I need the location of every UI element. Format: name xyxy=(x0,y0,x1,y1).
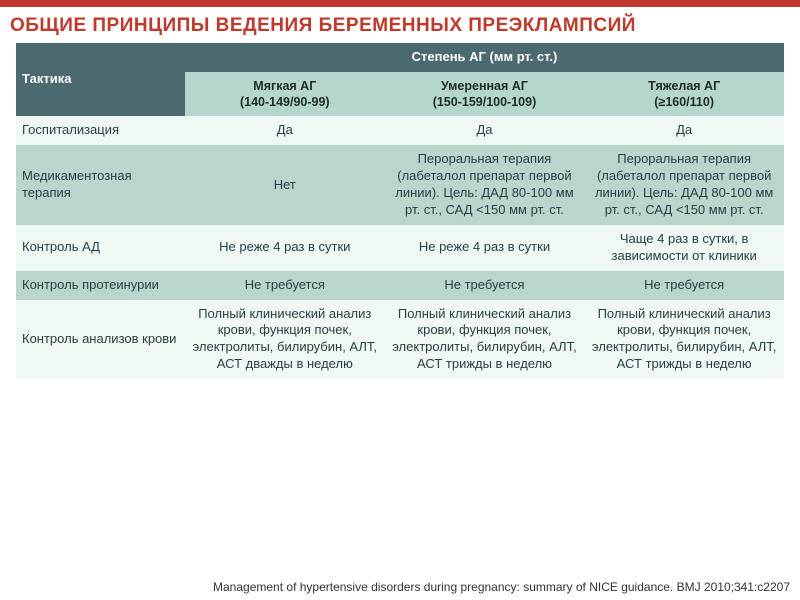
table-row: Контроль протеинурии Не требуется Не тре… xyxy=(16,271,784,300)
col-header-tactic: Тактика xyxy=(16,43,185,116)
moderate-range: (150-159/100-109) xyxy=(433,95,537,109)
table-row: Госпитализация Да Да Да xyxy=(16,116,784,145)
table-row: Медикаментозная терапия Нет Пероральная … xyxy=(16,145,784,225)
mild-label: Мягкая АГ xyxy=(253,79,316,93)
severe-label: Тяжелая АГ xyxy=(648,79,720,93)
cell-med-mild: Нет xyxy=(185,145,385,225)
table-row: Контроль АД Не реже 4 раз в сутки Не реж… xyxy=(16,225,784,271)
cell-bp-mild: Не реже 4 раз в сутки xyxy=(185,225,385,271)
row-label-prot: Контроль протеинурии xyxy=(16,271,185,300)
management-table: Тактика Степень АГ (мм рт. ст.) Мягкая А… xyxy=(16,43,784,379)
cell-prot-severe: Не требуется xyxy=(584,271,784,300)
table-header-row-1: Тактика Степень АГ (мм рт. ст.) xyxy=(16,43,784,72)
top-accent-bar xyxy=(0,0,800,7)
cell-blood-mild: Полный клинический анализ крови, функция… xyxy=(185,300,385,380)
citation-text: Management of hypertensive disorders dur… xyxy=(213,580,790,594)
severe-range: (≥160/110) xyxy=(654,95,714,109)
col-header-severe: Тяжелая АГ (≥160/110) xyxy=(584,72,784,117)
cell-hosp-severe: Да xyxy=(584,116,784,145)
cell-med-severe: Пероральная терапия (лабеталол препарат … xyxy=(584,145,784,225)
cell-prot-moderate: Не требуется xyxy=(385,271,585,300)
cell-hosp-mild: Да xyxy=(185,116,385,145)
cell-blood-moderate: Полный клинический анализ крови, функция… xyxy=(385,300,585,380)
col-header-moderate: Умеренная АГ (150-159/100-109) xyxy=(385,72,585,117)
cell-bp-moderate: Не реже 4 раз в сутки xyxy=(385,225,585,271)
cell-bp-severe: Чаще 4 раз в сутки, в зависимости от кли… xyxy=(584,225,784,271)
cell-blood-severe: Полный клинический анализ крови, функция… xyxy=(584,300,784,380)
moderate-label: Умеренная АГ xyxy=(441,79,528,93)
row-label-blood: Контроль анализов крови xyxy=(16,300,185,380)
cell-med-moderate: Пероральная терапия (лабеталол препарат … xyxy=(385,145,585,225)
row-label-bp: Контроль АД xyxy=(16,225,185,271)
page-title: ОБЩИЕ ПРИНЦИПЫ ВЕДЕНИЯ БЕРЕМЕННЫХ ПРЕЭКЛ… xyxy=(0,7,800,43)
col-header-severity-group: Степень АГ (мм рт. ст.) xyxy=(185,43,784,72)
table-row: Контроль анализов крови Полный клиническ… xyxy=(16,300,784,380)
row-label-med: Медикаментозная терапия xyxy=(16,145,185,225)
cell-hosp-moderate: Да xyxy=(385,116,585,145)
cell-prot-mild: Не требуется xyxy=(185,271,385,300)
row-label-hosp: Госпитализация xyxy=(16,116,185,145)
mild-range: (140-149/90-99) xyxy=(240,95,330,109)
col-header-mild: Мягкая АГ (140-149/90-99) xyxy=(185,72,385,117)
